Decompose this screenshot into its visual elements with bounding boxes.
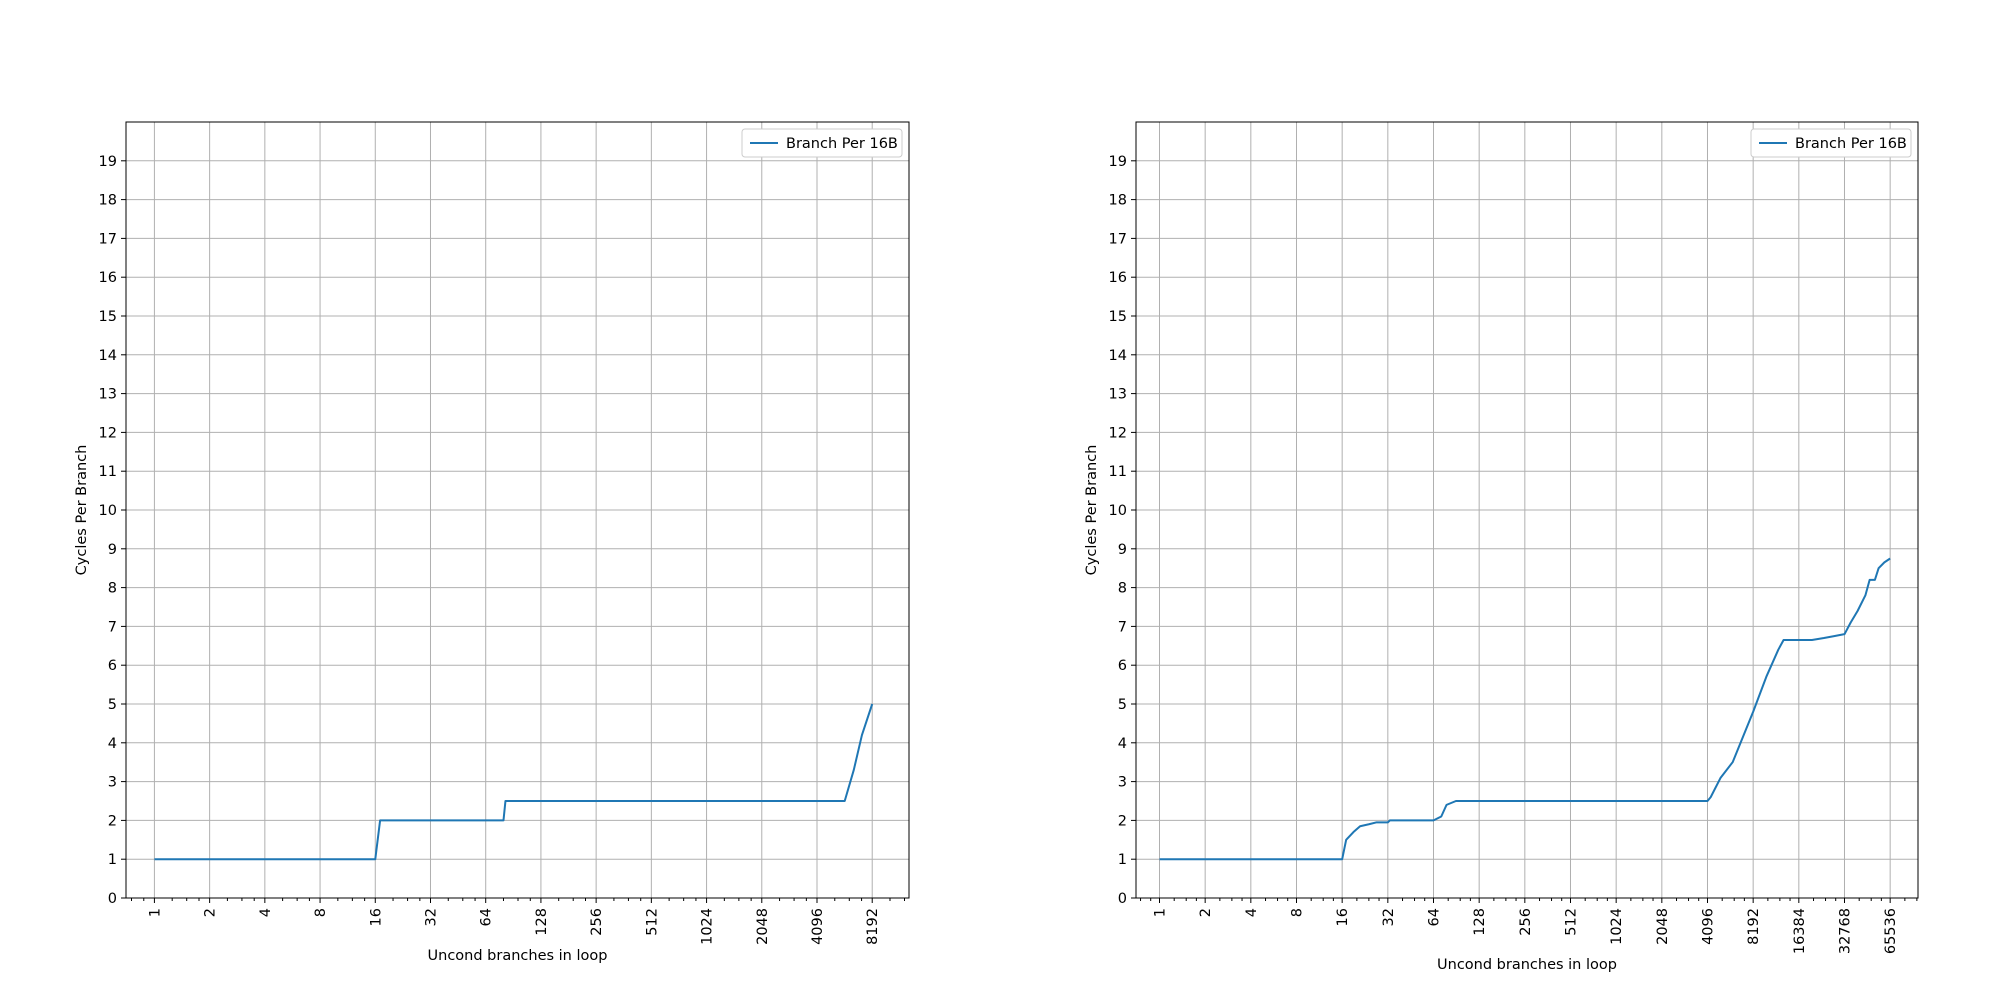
chart-left-y-tick-label: 16 xyxy=(99,270,117,286)
chart-right-x-tick-label: 1024 xyxy=(1609,908,1625,945)
chart-left-y-tick-label: 11 xyxy=(99,464,117,480)
chart-right-x-tick-label: 8 xyxy=(1289,908,1305,917)
chart-right-y-tick-label: 19 xyxy=(1109,154,1127,170)
chart-right-x-tick-label: 8192 xyxy=(1746,908,1762,945)
chart-left-y-tick-label: 13 xyxy=(99,387,117,403)
chart-right-y-tick-label: 2 xyxy=(1118,813,1127,829)
chart-right-x-tick-label: 32768 xyxy=(1837,908,1853,954)
chart-right-axes-frame xyxy=(1135,121,1919,899)
chart-right-series-group xyxy=(1159,557,1891,861)
chart-right-x-tick-label: 32 xyxy=(1381,908,1397,926)
chart-left-y-tick-label: 4 xyxy=(108,736,117,752)
chart-right-y-tick-label: 16 xyxy=(1109,270,1127,286)
chart-left-y-tick-label: 3 xyxy=(108,775,117,791)
chart-right-y-tick-label: 17 xyxy=(1109,231,1127,247)
chart-left-y-tick-label: 12 xyxy=(99,425,117,441)
chart-right-y-tick-label: 1 xyxy=(1118,852,1127,868)
chart-left-x-tick-label: 4 xyxy=(258,908,274,917)
chart-right-y-tick-label: 6 xyxy=(1118,658,1127,674)
chart-right-legend: Branch Per 16B xyxy=(1750,128,1912,158)
chart-right-x-tick-label: 1 xyxy=(1152,908,1168,917)
chart-right-x-tick-label: 16 xyxy=(1335,908,1351,926)
chart-right-y-tick-label: 10 xyxy=(1109,503,1127,519)
chart-left-x-tick-label: 1024 xyxy=(700,908,716,945)
chart-left-y-tick-label: 0 xyxy=(108,891,117,907)
chart-right-grid xyxy=(1136,122,1918,899)
chart-right-x-tick-label: 2 xyxy=(1198,908,1214,917)
chart-left-legend-box xyxy=(741,128,903,158)
chart-left-y-tick-label: 2 xyxy=(108,813,117,829)
chart-left-x-tick-label: 8 xyxy=(313,908,329,917)
chart-left-y-tick-label: 9 xyxy=(108,542,117,558)
chart-left-y-tick-label: 15 xyxy=(99,309,117,325)
chart-right-y-tick-label: 7 xyxy=(1118,619,1127,635)
chart-right-y-tick-label: 0 xyxy=(1118,891,1127,907)
chart-left-legend-entry: Branch Per 16B xyxy=(786,136,898,152)
chart-right-legend-box xyxy=(1750,128,1912,158)
chart-right-y-tick-label: 18 xyxy=(1109,193,1127,209)
chart-right-y-tick-label: 5 xyxy=(1118,697,1127,713)
chart-left-x-tick-label: 2048 xyxy=(755,908,771,945)
chart-right-series-line xyxy=(1159,557,1891,861)
chart-left-x-tick-label: 16 xyxy=(368,908,384,926)
chart-left-y-tick-label: 1 xyxy=(108,852,117,868)
chart-right-x-tick-label: 65536 xyxy=(1883,908,1899,954)
chart-left-axes-frame xyxy=(125,121,910,899)
chart-left-x-tick-label: 4096 xyxy=(810,908,826,945)
chart-right-y-tick-label: 13 xyxy=(1109,387,1127,403)
chart-right-x-tick-label: 4 xyxy=(1244,908,1260,917)
chart-right-x-tick-label: 2048 xyxy=(1655,908,1671,945)
chart-left-y-tick-label: 17 xyxy=(99,231,117,247)
chart-left-x-tick-label: 64 xyxy=(479,908,495,926)
chart-right-x-tick-label: 256 xyxy=(1518,908,1534,936)
chart-left-y-tick-label: 19 xyxy=(99,154,117,170)
chart-left-y-axis-label: Cycles Per Branch xyxy=(74,445,90,576)
chart-left-y-tick-label: 10 xyxy=(99,503,117,519)
chart-left-series-group xyxy=(154,703,874,861)
chart-left-y-tick-label: 6 xyxy=(108,658,117,674)
chart-right-legend-entry: Branch Per 16B xyxy=(1795,136,1907,152)
chart-right-y-tick-label: 11 xyxy=(1109,464,1127,480)
chart-left-y-tick-label: 8 xyxy=(108,581,117,597)
chart-left-y-tick-label: 7 xyxy=(108,619,117,635)
chart-left-y-tick-label: 18 xyxy=(99,193,117,209)
chart-left-legend: Branch Per 16B xyxy=(741,128,903,158)
chart-right-x-tick-label: 16384 xyxy=(1792,908,1808,954)
chart-left-x-tick-label: 2 xyxy=(203,908,219,917)
chart-left-series-line xyxy=(154,703,874,861)
chart-left-x-tick-label: 32 xyxy=(423,908,439,926)
chart-left-x-tick-label: 512 xyxy=(644,908,660,936)
chart-right-y-tick-label: 4 xyxy=(1118,736,1127,752)
chart-left-x-tick-label: 1 xyxy=(147,908,163,917)
chart-right-y-tick-label: 3 xyxy=(1118,775,1127,791)
chart-left-x-axis-label: Uncond branches in loop xyxy=(428,948,608,964)
chart-left-y-tick-label: 5 xyxy=(108,697,117,713)
chart-right-y-tick-label: 12 xyxy=(1109,425,1127,441)
chart-left-y-tick-label: 14 xyxy=(99,348,117,364)
chart-right-y-tick-label: 8 xyxy=(1118,581,1127,597)
chart-left-x-tick-label: 256 xyxy=(589,908,605,936)
chart-right-x-tick-label: 128 xyxy=(1472,908,1488,936)
chart-right-y-tick-label: 15 xyxy=(1109,309,1127,325)
chart-right-x-tick-label: 64 xyxy=(1426,908,1442,926)
chart-right-x-axis-label: Uncond branches in loop xyxy=(1437,957,1617,973)
chart-left-x-tick-label: 128 xyxy=(534,908,550,936)
chart-right-x-tick-label: 512 xyxy=(1563,908,1579,936)
chart-right-y-axis-label: Cycles Per Branch xyxy=(1084,445,1100,576)
chart-left-x-tick-label: 8192 xyxy=(865,908,881,945)
chart-right-y-tick-label: 14 xyxy=(1109,348,1127,364)
chart-right-y-tick-label: 9 xyxy=(1118,542,1127,558)
chart-right-x-tick-label: 4096 xyxy=(1700,908,1716,945)
chart-left-grid xyxy=(126,122,909,899)
